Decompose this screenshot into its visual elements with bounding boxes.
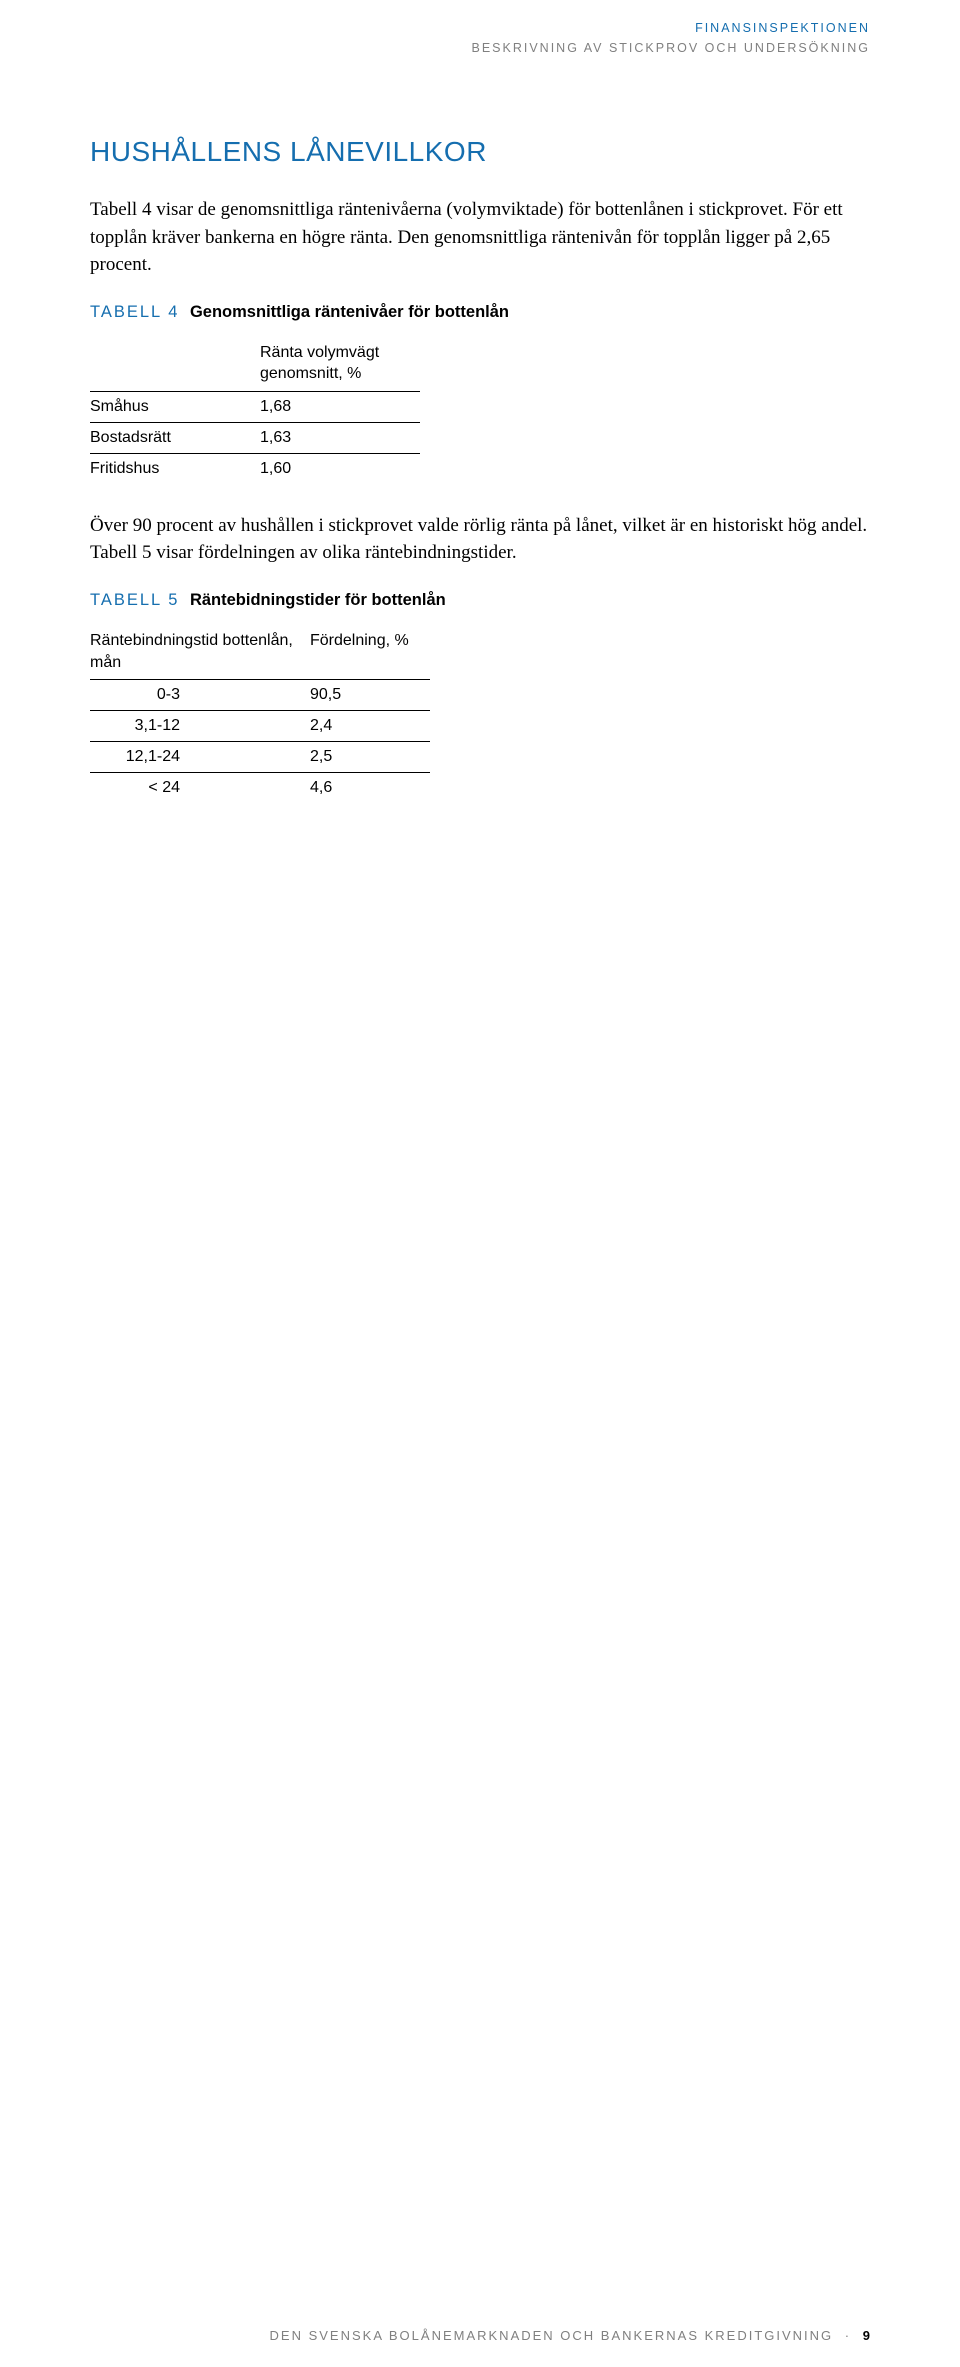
table4-value: 1,60	[260, 453, 420, 484]
table-row: Fritidshus 1,60	[90, 453, 420, 484]
table-row: 0-3 90,5	[90, 680, 430, 711]
header-org: FINANSINSPEKTIONEN	[90, 18, 870, 38]
table-row: Bostadsrätt 1,63	[90, 422, 420, 453]
table4-title: Genomsnittliga räntenivåer för bottenlån	[190, 303, 509, 321]
page-container: FINANSINSPEKTIONEN BESKRIVNING AV STICKP…	[0, 0, 960, 803]
table5-share: 2,4	[310, 711, 430, 742]
section-title: HUSHÅLLENS LÅNEVILLKOR	[90, 136, 870, 168]
table5-header-col1: Räntebindningstid bottenlån, mån	[90, 624, 310, 680]
table4-lead: TABELL 4	[90, 303, 179, 321]
table4-caption: TABELL 4 Genomsnittliga räntenivåer för …	[90, 303, 870, 322]
table5-caption: TABELL 5 Räntebidningstider för bottenlå…	[90, 591, 870, 610]
paragraph-2: Över 90 procent av hushållen i stickprov…	[90, 512, 870, 567]
table4-label: Småhus	[90, 391, 260, 422]
header-section: BESKRIVNING AV STICKPROV OCH UNDERSÖKNIN…	[90, 38, 870, 58]
table4: Ränta volymvägt genomsnitt, % Småhus 1,6…	[90, 336, 420, 484]
table5-period: 0-3	[90, 680, 310, 711]
table5-share: 90,5	[310, 680, 430, 711]
table4-value: 1,68	[260, 391, 420, 422]
table5-lead: TABELL 5	[90, 591, 179, 609]
footer-separator: ·	[845, 2328, 851, 2343]
table4-header-col: Ränta volymvägt genomsnitt, %	[260, 336, 420, 392]
table4-label: Bostadsrätt	[90, 422, 260, 453]
table5-title: Räntebidningstider för bottenlån	[190, 591, 446, 609]
table5-period: 3,1-12	[90, 711, 310, 742]
footer-text: DEN SVENSKA BOLÅNEMARKNADEN OCH BANKERNA…	[270, 2328, 834, 2343]
table5: Räntebindningstid bottenlån, mån Fördeln…	[90, 624, 430, 803]
running-header: FINANSINSPEKTIONEN BESKRIVNING AV STICKP…	[90, 18, 870, 58]
table5-share: 2,5	[310, 742, 430, 773]
table5-header-col2: Fördelning, %	[310, 624, 430, 680]
table5-period: < 24	[90, 773, 310, 804]
table-row: < 24 4,6	[90, 773, 430, 804]
table4-label: Fritidshus	[90, 453, 260, 484]
table5-period: 12,1-24	[90, 742, 310, 773]
page-footer: DEN SVENSKA BOLÅNEMARKNADEN OCH BANKERNA…	[270, 2328, 870, 2343]
footer-page-number: 9	[863, 2328, 870, 2343]
table-row: 3,1-12 2,4	[90, 711, 430, 742]
table-row: Småhus 1,68	[90, 391, 420, 422]
table-row: 12,1-24 2,5	[90, 742, 430, 773]
table5-share: 4,6	[310, 773, 430, 804]
table4-value: 1,63	[260, 422, 420, 453]
table4-header-empty	[90, 336, 260, 392]
paragraph-1: Tabell 4 visar de genomsnittliga ränteni…	[90, 196, 870, 279]
